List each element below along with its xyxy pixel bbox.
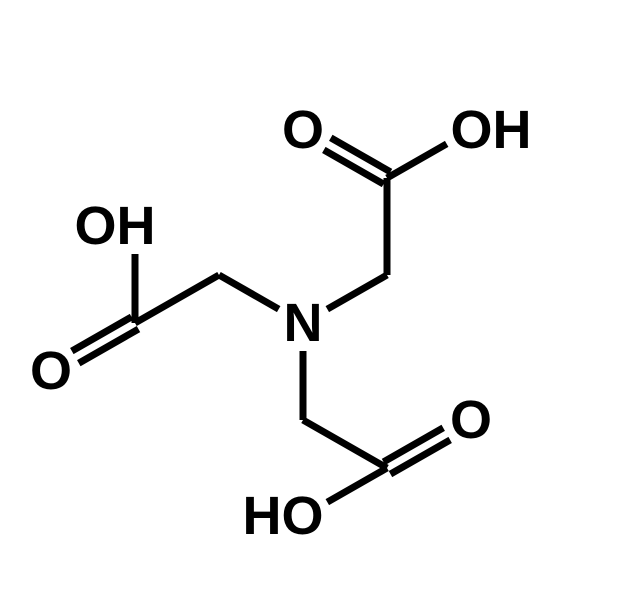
bond-line (303, 420, 387, 468)
bond-line (387, 144, 447, 178)
atom-label-O2h: OH (75, 196, 156, 256)
bond-line (79, 329, 139, 363)
atom-label-O3h: HO (243, 486, 324, 546)
atom-label-O1d: O (282, 100, 324, 160)
bond-line (324, 150, 384, 184)
bond-line (390, 440, 450, 474)
atom-label-O3d: O (450, 390, 492, 450)
atom-label-N: N (284, 293, 323, 353)
atom-label-O2d: O (30, 341, 72, 401)
bond-line (331, 138, 391, 172)
bond-line (219, 275, 279, 309)
bond-line (327, 275, 387, 309)
bond-line (72, 317, 132, 351)
atom-label-O1h: OH (450, 100, 531, 160)
bond-line (135, 275, 219, 323)
bond-line (384, 428, 444, 462)
molecule-diagram: N O OH OH O HO O (0, 0, 640, 609)
bond-line (327, 468, 387, 502)
